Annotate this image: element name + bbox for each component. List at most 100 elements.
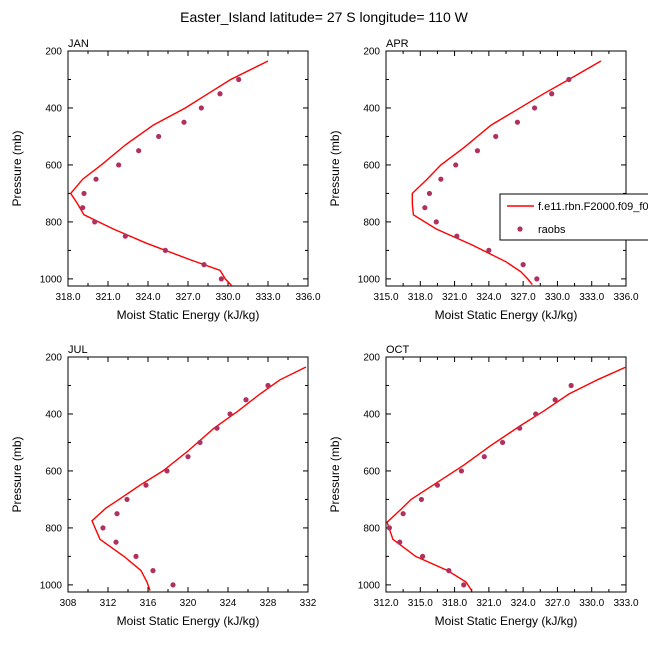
model-line-apr: [411, 60, 602, 286]
y-tick-label: 1000: [358, 580, 381, 591]
x-tick-label: 321.0: [442, 292, 467, 303]
raobs-point: [531, 105, 538, 111]
x-tick-label: 318.0: [408, 292, 433, 303]
raobs-point: [114, 511, 120, 517]
y-tick-label: 600: [45, 466, 62, 477]
raobs-point: [422, 205, 428, 211]
x-tick-label: 312: [100, 598, 117, 609]
y-tick-label: 800: [45, 217, 62, 228]
panel-title-oct: OCT: [386, 344, 410, 356]
chart-panels: JAN 318.0 321.0 324.0 327.0 330.0 333.0 336.0 20…: [10, 38, 639, 628]
raobs-point: [214, 425, 220, 431]
panel-jul: JUL 308 312 316 320 324 328 332 200 400 600 800 1000…: [10, 344, 317, 628]
x-tick-label: 315.0: [408, 598, 433, 609]
raobs-point: [397, 539, 403, 545]
panel-frame-apr: [385, 50, 627, 287]
raobs-point: [164, 468, 170, 474]
raobs-point: [418, 496, 425, 503]
raobs-point: [386, 525, 393, 531]
legend-marker-swatch: [517, 226, 523, 232]
raobs-point: [549, 91, 555, 97]
y-tick-label: 200: [45, 353, 62, 364]
x-tick-label: 308: [60, 598, 77, 609]
figure-title: Easter_Island latitude= 27 S longitude= …: [180, 9, 468, 25]
x-tick-label: 333.0: [579, 292, 604, 303]
x-tick-label: 315.0: [373, 292, 398, 303]
y-tick-label: 600: [45, 160, 62, 171]
x-tick-label: 330.0: [579, 598, 604, 609]
raobs-point: [197, 439, 203, 446]
raobs-point: [124, 496, 130, 503]
y-tick-label: 400: [45, 103, 62, 114]
raobs-point: [514, 119, 521, 125]
raobs-point: [136, 148, 142, 154]
panel-title-jan: JAN: [68, 38, 89, 50]
x-tick-label: 320: [180, 598, 197, 609]
x-tick-label: 324.0: [476, 292, 501, 303]
y-tick-label: 1000: [40, 274, 63, 285]
legend: f.e11.rbn.F2000.f09_f09.ne30_nc1 raobs: [499, 193, 648, 241]
raobs-point: [265, 382, 271, 389]
x-tick-label: 324.0: [511, 598, 536, 609]
raobs-point: [243, 397, 249, 403]
x-tick-label: 333.0: [613, 598, 638, 609]
y-tick-label: 800: [363, 217, 380, 228]
raobs-point: [458, 468, 465, 474]
x-tick-label: 336.0: [295, 292, 320, 303]
x-tick-label: 328: [260, 598, 277, 609]
raobs-point: [433, 219, 439, 225]
raobs-point: [227, 411, 233, 417]
panel-apr: APR 315.0 318.0 321.0 324.0 327.0 330.0 333.0 33…: [328, 38, 639, 322]
x-tick-label: 332: [300, 598, 317, 609]
raobs-point: [162, 247, 168, 253]
y-axis-label: Pressure (mb): [10, 130, 24, 206]
panel-frame-jul: [67, 356, 309, 593]
panel-oct: OCT 312.0 315.0 318.0 321.0 324.0 327.0 330.0 33…: [328, 344, 639, 628]
x-tick-label: 321.0: [95, 292, 120, 303]
x-axis-label: Moist Static Energy (kJ/kg): [435, 614, 578, 628]
y-tick-label: 200: [45, 47, 62, 58]
raobs-point: [80, 205, 86, 211]
raobs-point: [517, 425, 523, 431]
raobs-point: [81, 190, 87, 197]
raobs-point: [552, 397, 558, 403]
raobs-point: [198, 105, 204, 111]
x-axis-label: Moist Static Energy (kJ/kg): [435, 308, 578, 322]
raobs-point: [143, 482, 149, 488]
raobs-point: [568, 382, 574, 389]
raobs-point: [201, 262, 207, 268]
raobs-point: [400, 511, 406, 517]
x-tick-label: 333.0: [255, 292, 280, 303]
raobs-point: [454, 233, 460, 239]
raobs-point: [113, 539, 119, 545]
x-axis-label: Moist Static Energy (kJ/kg): [117, 614, 260, 628]
panel-title-jul: JUL: [68, 344, 88, 356]
x-tick-label: 324: [220, 598, 237, 609]
raobs-point: [218, 276, 224, 282]
raobs-point: [481, 454, 487, 460]
raobs-point: [133, 553, 139, 559]
raobs-point: [116, 162, 122, 168]
x-tick-label: 324.0: [135, 292, 160, 303]
raobs-point: [419, 553, 426, 559]
x-tick-label: 336.0: [613, 292, 638, 303]
panel-title-apr: APR: [386, 38, 409, 50]
raobs-point: [446, 568, 452, 574]
raobs-point: [100, 525, 106, 531]
y-tick-label: 1000: [358, 274, 381, 285]
y-tick-label: 800: [363, 523, 380, 534]
raobs-point: [520, 262, 526, 268]
raobs-point: [181, 119, 187, 125]
y-axis-label: Pressure (mb): [328, 130, 342, 206]
raobs-point: [426, 190, 433, 197]
raobs-point: [170, 582, 176, 588]
x-tick-label: 318.0: [442, 598, 467, 609]
raobs-point: [236, 76, 242, 83]
raobs-point: [461, 582, 467, 588]
raobs-point: [93, 176, 99, 182]
raobs-point: [156, 133, 162, 140]
y-tick-label: 600: [363, 160, 380, 171]
raobs-point: [533, 411, 539, 417]
x-tick-label: 327.0: [175, 292, 200, 303]
